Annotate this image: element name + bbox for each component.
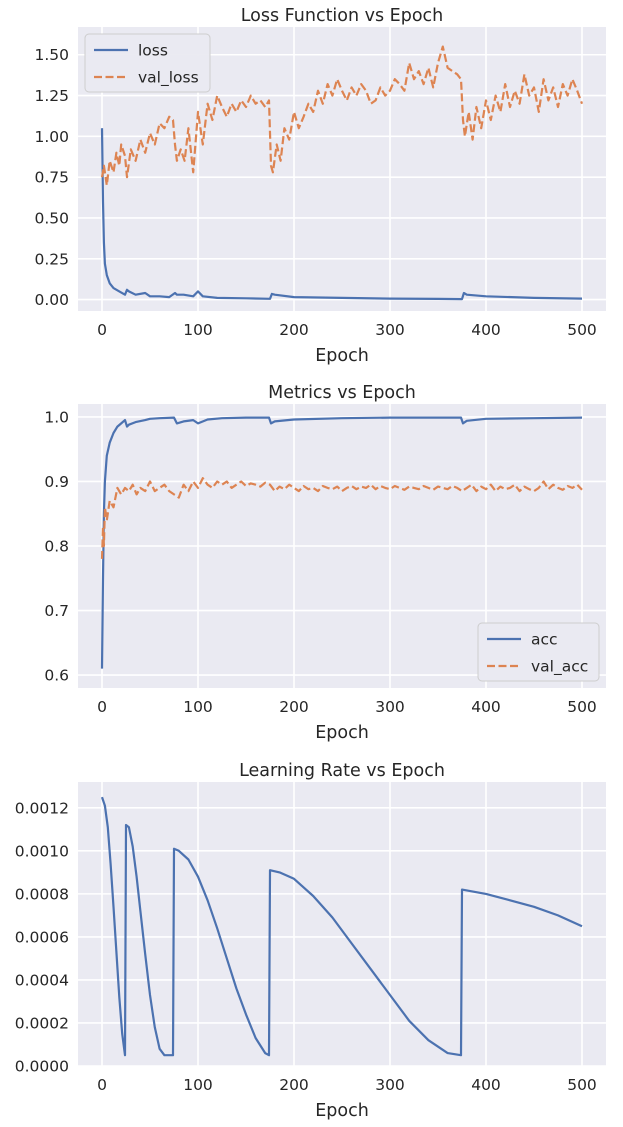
legend-label: acc (531, 631, 558, 649)
x-axis-label: Epoch (315, 1101, 369, 1121)
y-tick-label: 0.0002 (15, 1014, 69, 1032)
x-tick-label: 300 (375, 1076, 405, 1094)
x-tick-label: 400 (471, 321, 501, 339)
y-tick-label: 0.9 (44, 473, 69, 491)
legend: acc val_acc (477, 622, 600, 682)
y-tick-label: 1.25 (34, 87, 69, 105)
x-tick-label: 500 (567, 698, 597, 716)
x-tick-label: 300 (375, 321, 405, 339)
x-tick-label: 200 (279, 1076, 309, 1094)
series-line-val-loss (100, 45, 584, 187)
x-axis-label: Epoch (315, 723, 369, 743)
y-tick-label: 1.0 (44, 408, 69, 426)
x-axis-label: Epoch (315, 346, 369, 366)
y-tick-label: 0.7 (44, 602, 69, 620)
series-line-loss (100, 128, 583, 301)
x-tick-label: 100 (183, 1076, 213, 1094)
x-tick-label: 0 (97, 1076, 107, 1094)
x-tick-label: 100 (183, 698, 213, 716)
x-tick-label: 0 (97, 321, 107, 339)
y-tick-label: 1.00 (34, 128, 69, 146)
y-tick-label: 0.00 (34, 291, 69, 309)
x-tick-label: 200 (279, 698, 309, 716)
y-tick-label: 0.75 (34, 169, 69, 187)
y-tick-label: 0.6 (44, 667, 69, 685)
x-tick-label: 0 (97, 698, 107, 716)
learning-rate-chart: 0 100 200 300 400 500 0.0000 0.0002 0.0004 0.0006… (15, 761, 606, 1121)
y-tick-label: 0.0008 (15, 885, 69, 903)
x-tick-label: 400 (471, 1076, 501, 1094)
series-line-acc (100, 416, 583, 669)
y-tick-label: 0.0010 (15, 842, 69, 860)
y-tick-label: 0.8 (44, 538, 69, 556)
chart-title: Metrics vs Epoch (268, 383, 416, 403)
y-tick-label: 0.50 (34, 209, 69, 227)
y-tick-label: 0.0000 (15, 1058, 69, 1076)
y-tick-label: 0.0012 (15, 799, 69, 817)
y-tick-label: 1.50 (34, 46, 69, 64)
y-tick-label: 0.0006 (15, 928, 69, 946)
chart-title: Learning Rate vs Epoch (239, 761, 445, 781)
legend: loss val_loss (84, 33, 211, 93)
series-line-series-0 (100, 796, 583, 1057)
y-tick-label: 0.25 (34, 250, 69, 268)
legend-label: val_acc (531, 658, 588, 677)
legend-label: val_loss (138, 69, 199, 88)
x-tick-label: 100 (183, 321, 213, 339)
series-line-val-acc (100, 477, 583, 559)
x-tick-label: 400 (471, 698, 501, 716)
y-tick-label: 0.0004 (15, 971, 69, 989)
plot-background (78, 782, 606, 1066)
legend-label: loss (138, 42, 168, 60)
x-tick-label: 500 (567, 321, 597, 339)
x-tick-label: 500 (567, 1076, 597, 1094)
metrics-chart: 0 100 200 300 400 500 0.6 0.7 0.8 0.9 1.0 Metrics v… (44, 383, 606, 743)
loss-chart: 0 100 200 300 400 500 0.00 0.25 0.50 0.75 1.00 1.25… (34, 6, 606, 366)
x-tick-label: 200 (279, 321, 309, 339)
x-tick-label: 300 (375, 698, 405, 716)
chart-title: Loss Function vs Epoch (241, 6, 444, 26)
